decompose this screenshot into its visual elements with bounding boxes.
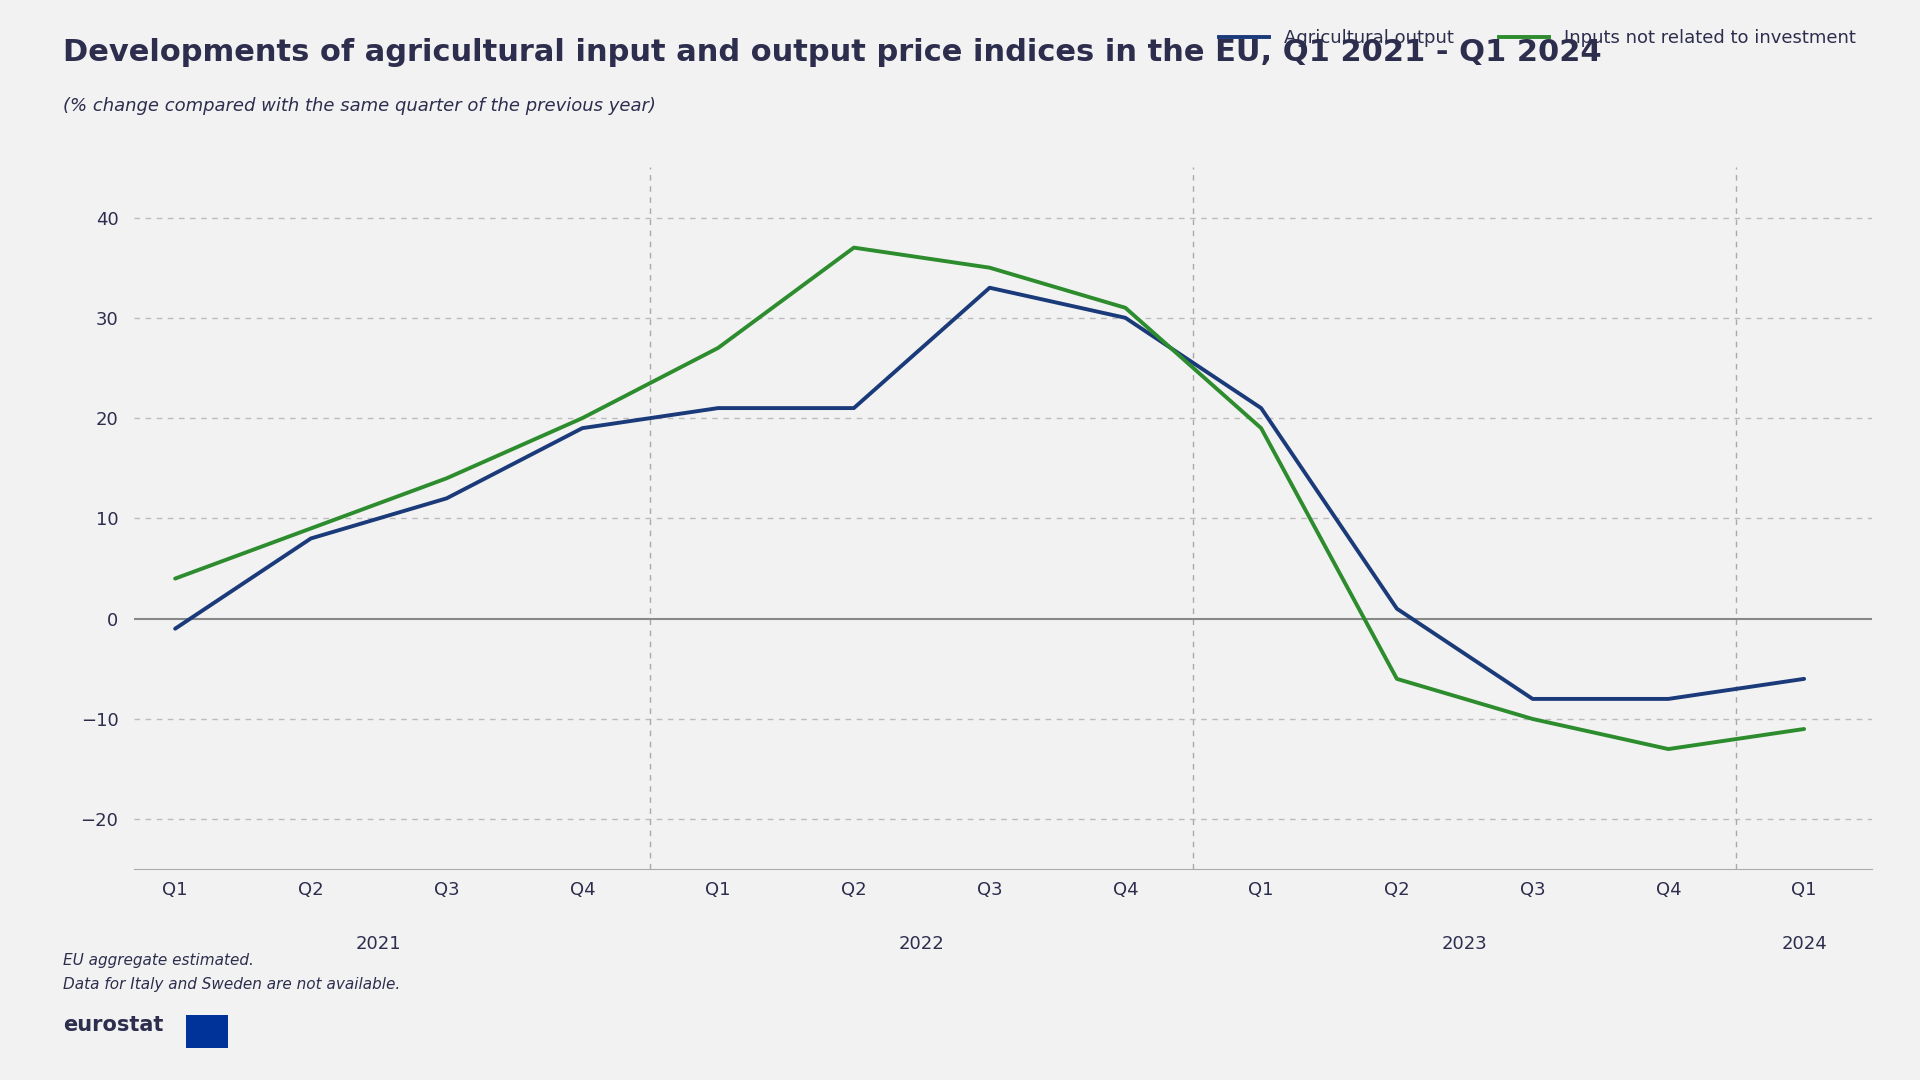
Text: EU aggregate estimated.: EU aggregate estimated. <box>63 953 253 968</box>
Text: eurostat: eurostat <box>63 1015 163 1036</box>
Text: 2022: 2022 <box>899 934 945 953</box>
Text: (% change compared with the same quarter of the previous year): (% change compared with the same quarter… <box>63 97 657 116</box>
Text: 2021: 2021 <box>355 934 401 953</box>
Text: 2023: 2023 <box>1442 934 1488 953</box>
Text: 2024: 2024 <box>1782 934 1828 953</box>
Legend: Agricultural output, Inputs not related to investment: Agricultural output, Inputs not related … <box>1212 22 1862 54</box>
Text: Developments of agricultural input and output price indices in the EU, Q1 2021 -: Developments of agricultural input and o… <box>63 38 1601 67</box>
Text: Data for Italy and Sweden are not available.: Data for Italy and Sweden are not availa… <box>63 977 401 993</box>
